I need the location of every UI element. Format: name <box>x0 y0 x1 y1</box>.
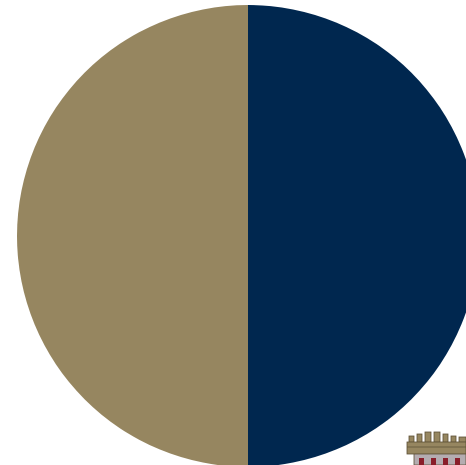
tower-emblem-icon <box>406 431 466 465</box>
